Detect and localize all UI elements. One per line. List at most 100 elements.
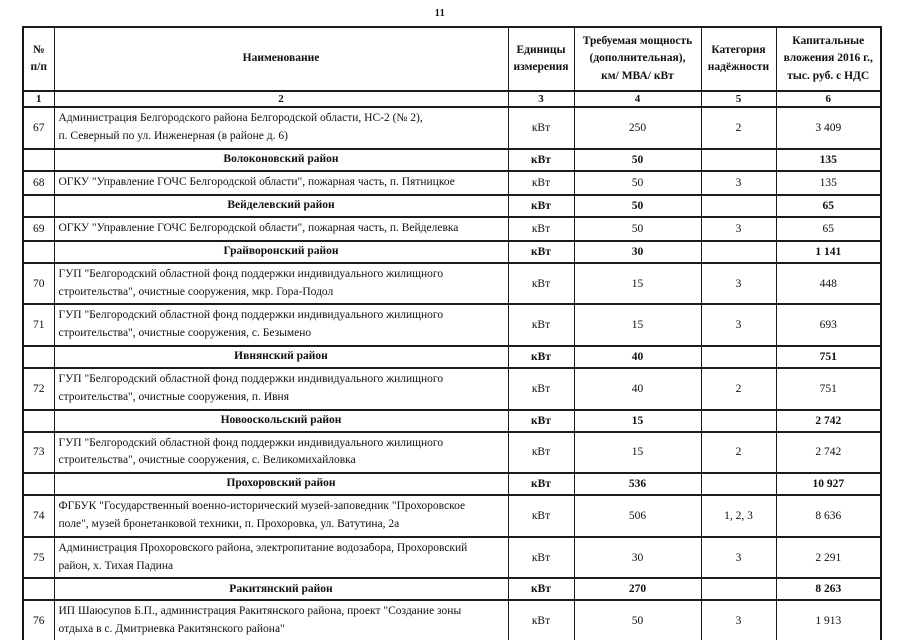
cell-row-number: 67 [22,106,55,150]
table-row: 76 ИП Шаюсупов Б.П., администрация Ракит… [22,599,882,640]
cell-unit: кВт [507,599,575,640]
cell-investment: 448 [775,261,882,306]
cell-investment: 1 913 [775,599,882,640]
cell-category [700,147,777,172]
table-row: Вейделевский район кВт 50 65 [22,193,882,218]
header-name: Наименование [53,26,509,92]
column-index-2: 2 [53,89,509,109]
cell-name: Ивнянский район [53,344,509,369]
cell-name: Администрация Белгородского района Белго… [53,106,509,150]
cell-investment: 2 742 [775,430,882,475]
cell-power: 40 [573,344,702,369]
cell-unit: кВт [507,106,575,150]
table-row: 68 ОГКУ "Управление ГОЧС Белгородской об… [22,169,882,196]
cell-unit: кВт [507,261,575,306]
table-row: Прохоровский район кВт 536 10 927 [22,472,882,497]
cell-category: 3 [700,303,777,347]
cell-name: Ракитянский район [53,577,509,602]
cell-power: 15 [573,261,702,306]
cell-name: Прохоровский район [53,472,509,497]
cell-unit: кВт [507,494,575,538]
cell-category: 3 [700,599,777,640]
cell-investment: 1 141 [775,239,882,264]
cell-unit: кВт [507,147,575,172]
cell-category: 3 [700,261,777,306]
cell-category: 2 [700,366,777,411]
cell-unit: кВт [507,472,575,497]
cell-category [700,472,777,497]
cell-investment: 693 [775,303,882,347]
column-index-5: 5 [700,89,777,109]
column-index-row: 1 2 3 4 5 6 [22,89,882,109]
cell-investment: 65 [775,193,882,218]
cell-unit: кВт [507,535,575,580]
cell-name: ФГБУК "Государственный военно-историческ… [53,494,509,538]
cell-category: 2 [700,430,777,475]
cell-unit: кВт [507,215,575,242]
investments-table: № п/п Наименование Единицы измерения Тре… [22,26,882,640]
table-row: 69 ОГКУ "Управление ГОЧС Белгородской об… [22,215,882,242]
column-index-4: 4 [573,89,702,109]
cell-power: 40 [573,366,702,411]
cell-row-number: 68 [22,169,55,196]
cell-row-number: 75 [22,535,55,580]
cell-investment: 2 742 [775,408,882,433]
header-investment: Капитальные вложения 2016 г., тыс. руб. … [775,26,882,92]
header-row-number: № п/п [22,26,55,92]
cell-power: 506 [573,494,702,538]
cell-row-number: 76 [22,599,55,640]
cell-category [700,577,777,602]
table-row: 70 ГУП "Белгородский областной фонд подд… [22,261,882,306]
header-power: Требуемая мощность (дополнительная), км/… [573,26,702,92]
table-row: 73 ГУП "Белгородский областной фонд подд… [22,430,882,475]
cell-category [700,344,777,369]
cell-power: 50 [573,215,702,242]
cell-name: Волоконовский район [53,147,509,172]
table-row: 72 ГУП "Белгородский областной фонд подд… [22,366,882,411]
table-row: 71 ГУП "Белгородский областной фонд подд… [22,303,882,347]
header-unit: Единицы измерения [507,26,575,92]
cell-power: 30 [573,535,702,580]
cell-category [700,408,777,433]
cell-investment: 10 927 [775,472,882,497]
cell-row-number [22,408,55,433]
cell-investment: 135 [775,147,882,172]
cell-row-number: 71 [22,303,55,347]
cell-investment: 751 [775,344,882,369]
cell-unit: кВт [507,408,575,433]
cell-name: ГУП "Белгородский областной фонд поддерж… [53,366,509,411]
cell-name: ГУП "Белгородский областной фонд поддерж… [53,261,509,306]
table-row: Грайворонский район кВт 30 1 141 [22,239,882,264]
cell-row-number [22,147,55,172]
cell-unit: кВт [507,303,575,347]
cell-category [700,239,777,264]
cell-category [700,193,777,218]
cell-unit: кВт [507,344,575,369]
cell-power: 15 [573,408,702,433]
cell-unit: кВт [507,366,575,411]
cell-investment: 65 [775,215,882,242]
cell-unit: кВт [507,169,575,196]
cell-investment: 8 263 [775,577,882,602]
table-body: 67 Администрация Белгородского района Бе… [22,106,882,640]
cell-unit: кВт [507,577,575,602]
page-number: 11 [434,8,446,19]
cell-power: 30 [573,239,702,264]
column-index-6: 6 [775,89,882,109]
cell-row-number [22,472,55,497]
cell-row-number [22,193,55,218]
header-category: Категория надёжности [700,26,777,92]
cell-row-number [22,239,55,264]
cell-investment: 8 636 [775,494,882,538]
cell-power: 50 [573,599,702,640]
table-row: 75 Администрация Прохоровского района, э… [22,535,882,580]
cell-row-number: 72 [22,366,55,411]
cell-row-number: 70 [22,261,55,306]
cell-name: ГУП "Белгородский областной фонд поддерж… [53,430,509,475]
table-row: Новооскольский район кВт 15 2 742 [22,408,882,433]
cell-unit: кВт [507,193,575,218]
cell-category: 3 [700,169,777,196]
cell-row-number: 69 [22,215,55,242]
column-index-3: 3 [507,89,575,109]
